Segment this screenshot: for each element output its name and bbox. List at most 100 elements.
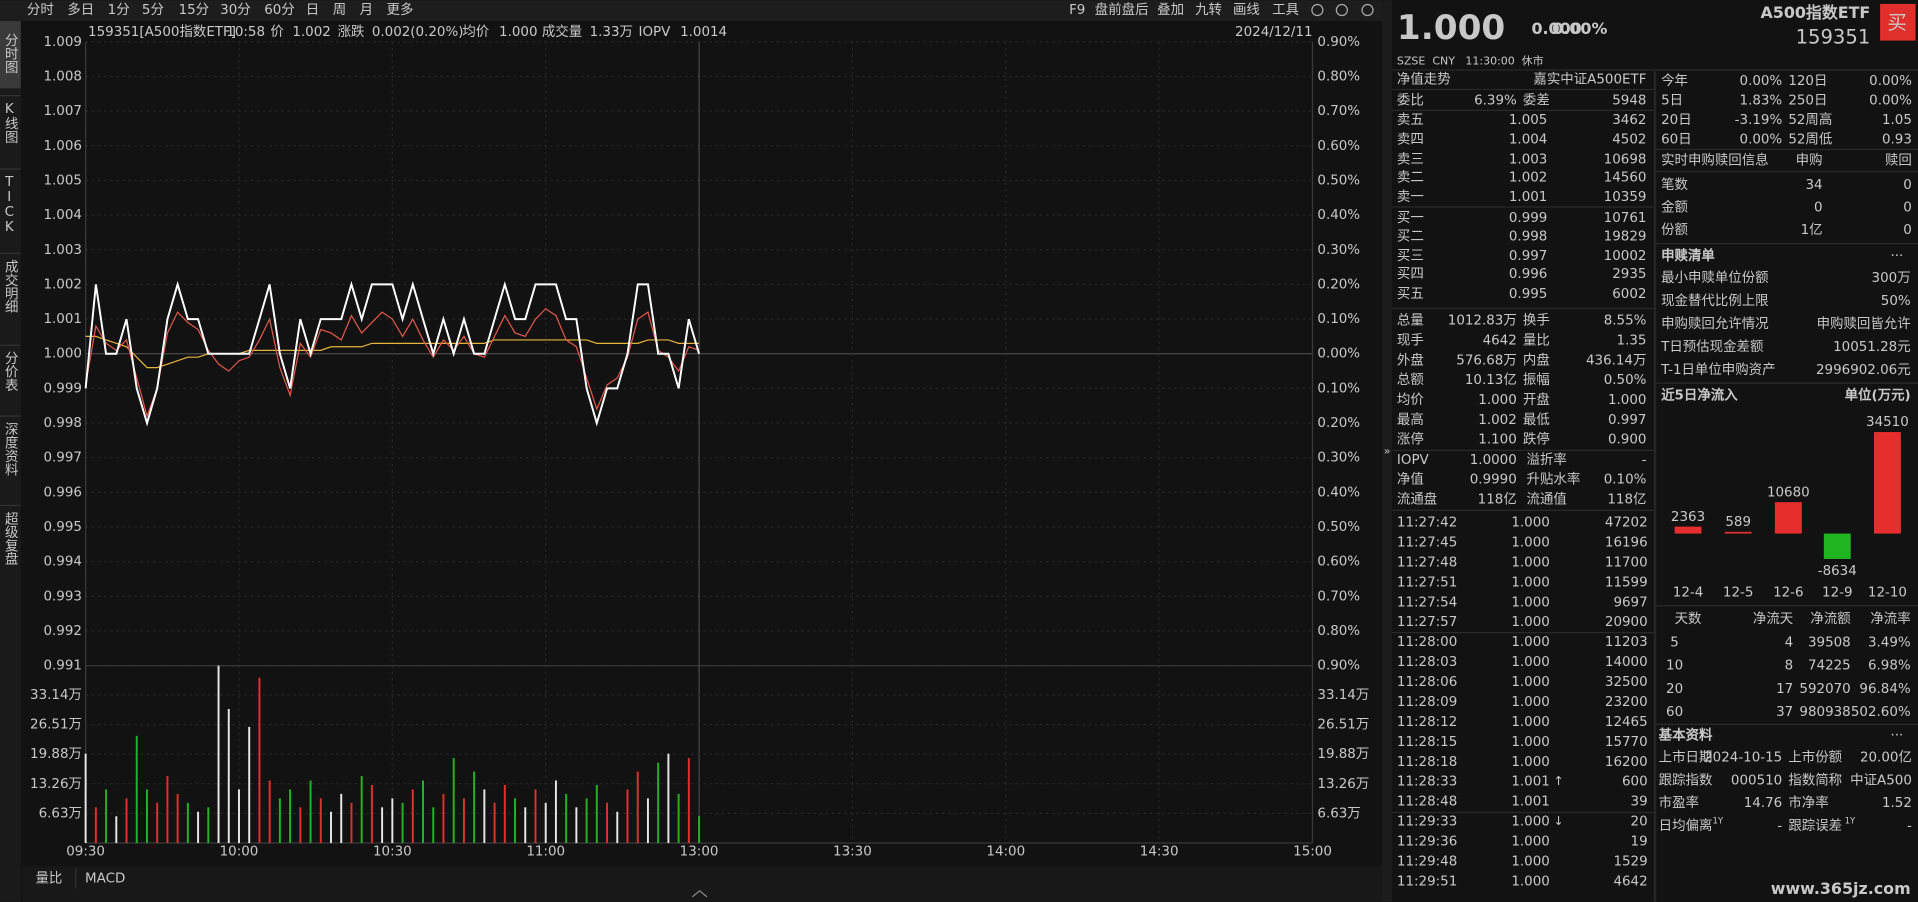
label: 指数简称: [1788, 771, 1842, 788]
label: 市净率: [1788, 794, 1828, 811]
trade-volume: 32500: [1605, 675, 1648, 690]
label: 总量: [1397, 313, 1424, 329]
side-tab[interactable]: 超级复盘: [2, 511, 19, 565]
value: 1.05: [1882, 113, 1912, 128]
value: 000510: [1731, 773, 1782, 788]
volume-bar: [636, 771, 639, 844]
volume-bar: [166, 776, 169, 844]
flow-cell: 3.49%: [1868, 635, 1911, 650]
flow-cell: 39508: [1808, 635, 1851, 650]
more[interactable]: ···: [1890, 249, 1903, 264]
label: 52周低: [1788, 132, 1832, 148]
bar-label: 34510: [1866, 415, 1909, 430]
tool-button[interactable]: 九转: [1195, 2, 1222, 18]
x-tick-label: 12-6: [1773, 585, 1804, 600]
period-tab[interactable]: 1分: [108, 2, 130, 18]
col-head: 净流天: [1753, 611, 1793, 627]
volume-bar: [473, 771, 476, 844]
volume-bar: [360, 776, 363, 844]
tool-button[interactable]: 工具: [1272, 3, 1299, 18]
trade-time: 11:27:45: [1397, 535, 1457, 550]
period-tab[interactable]: 多日: [67, 1, 94, 18]
value: 1012.83万: [1448, 314, 1517, 329]
bid-label: 买一: [1397, 210, 1424, 226]
meta: 11:30:00: [1465, 54, 1514, 67]
side-tab[interactable]: 分时图: [2, 33, 19, 74]
tool-button[interactable]: F9: [1069, 3, 1085, 18]
value: 0: [1903, 201, 1912, 216]
side-tab[interactable]: K线图: [2, 102, 19, 144]
superscript: 1Y: [1713, 817, 1724, 827]
bid-label: 买三: [1397, 248, 1424, 264]
y-tick-label: 0.993: [43, 589, 81, 604]
more[interactable]: ···: [1890, 728, 1903, 743]
value: 118亿: [1607, 491, 1646, 507]
value: 1.100: [1478, 433, 1516, 448]
period-tab[interactable]: 5分: [142, 2, 164, 18]
volume-tick-label: 6.63万: [39, 806, 82, 821]
indicator-tab[interactable]: 量比: [35, 871, 62, 887]
side-tab[interactable]: 深度资料: [2, 422, 19, 476]
y2-tick-label: 0.50%: [1317, 173, 1360, 188]
volume-bar: [238, 789, 240, 844]
volume-bar: [299, 807, 302, 844]
help-icon[interactable]: [1335, 3, 1348, 17]
period-tab[interactable]: 分时: [27, 2, 54, 18]
volume-bar: [330, 811, 332, 844]
tool-button[interactable]: 叠加: [1157, 2, 1184, 18]
bid-price: 0.995: [1509, 287, 1547, 302]
buy-label[interactable]: 买: [1887, 11, 1907, 34]
label: 溢折率: [1527, 451, 1567, 468]
inflow-bar: [1724, 531, 1752, 534]
trade-time: 11:27:48: [1397, 555, 1457, 570]
label: 120日: [1788, 74, 1827, 89]
indicator-tab[interactable]: MACD: [85, 872, 125, 887]
side-tab[interactable]: 分价表: [2, 351, 19, 392]
volume-bar: [606, 802, 609, 844]
side-tab[interactable]: 成交明细: [2, 259, 19, 313]
side-tab[interactable]: TICK: [2, 175, 17, 235]
y2-tick-label: 0.90%: [1317, 659, 1360, 674]
divider: [1382, 0, 1393, 902]
trade-volume: 11203: [1605, 635, 1648, 650]
volume-bar: [115, 816, 118, 844]
trade-price: 1.001: [1511, 775, 1549, 790]
ask-label: 卖三: [1397, 151, 1424, 167]
buy-button[interactable]: [1880, 3, 1916, 41]
y-tick-label: 0.998: [43, 416, 81, 431]
expand-icon[interactable]: [691, 889, 708, 898]
period-tab[interactable]: 更多: [387, 1, 414, 18]
label: 量比: [1523, 333, 1550, 349]
label: 上市份额: [1788, 748, 1842, 765]
volume-bar: [340, 793, 343, 844]
period-tab[interactable]: 周: [333, 3, 346, 18]
ask-volume: 10359: [1604, 190, 1647, 205]
trade-volume: 4642: [1613, 874, 1647, 889]
trade-price: 1.000: [1511, 715, 1549, 730]
ask-volume: 4502: [1612, 133, 1646, 148]
value: 1.002: [1478, 413, 1516, 428]
period-tab[interactable]: 60分: [264, 2, 295, 18]
volume-bar: [422, 780, 424, 844]
settings-icon[interactable]: [1311, 3, 1324, 17]
value: 50%: [1881, 294, 1911, 309]
close-icon[interactable]: [1361, 3, 1374, 17]
trade-price: 1.000: [1511, 575, 1549, 590]
volume-bar: [534, 789, 537, 844]
y-tick-label: 1.009: [43, 35, 81, 50]
y-tick-label: 1.007: [43, 104, 81, 119]
meta: CNY: [1432, 54, 1455, 67]
tool-button[interactable]: 画线: [1233, 2, 1260, 18]
info-item: 均价: [462, 24, 489, 40]
collapse-icon[interactable]: »: [1384, 445, 1391, 458]
superscript: 1Y: [1845, 817, 1856, 827]
y-tick-label: 1.000: [43, 347, 81, 362]
value: 1亿: [1801, 222, 1823, 238]
trade-price: 1.000: [1511, 555, 1549, 570]
period-tab[interactable]: 30分: [220, 2, 251, 18]
period-tab[interactable]: 日: [306, 3, 319, 18]
tool-button[interactable]: 盘前盘后: [1095, 1, 1149, 18]
period-tab[interactable]: 15分: [179, 2, 210, 18]
volume-bar: [350, 802, 353, 844]
period-tab[interactable]: 月: [360, 3, 373, 18]
